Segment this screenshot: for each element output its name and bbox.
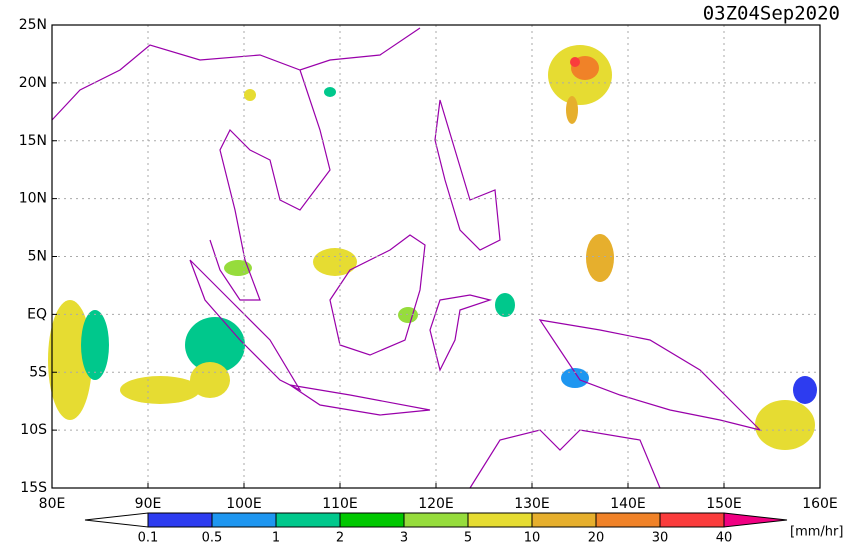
colorbar-level: 0.1 xyxy=(138,531,159,545)
lat-label: 10N xyxy=(19,191,47,207)
rain-patch xyxy=(570,57,580,67)
colorbar-box xyxy=(595,512,661,528)
lon-label: 80E xyxy=(39,496,66,512)
lat-label: EQ xyxy=(27,306,47,322)
colorbar-level: 10 xyxy=(524,531,541,545)
colorbar-level: 5 xyxy=(464,531,472,545)
colorbar-level: 1 xyxy=(272,531,280,545)
colorbar-level: 3 xyxy=(400,531,408,545)
colorbar-arrow-high xyxy=(723,512,788,528)
rain-patch xyxy=(120,376,200,404)
philippines xyxy=(434,99,501,251)
lat-label: 20N xyxy=(19,75,47,91)
lat-label: 5S xyxy=(29,364,47,380)
rain-patch xyxy=(224,260,252,276)
australia xyxy=(469,429,661,489)
lon-label: 160E xyxy=(802,496,838,512)
colorbar-box xyxy=(659,512,725,528)
colorbar-box xyxy=(147,512,213,528)
rain-patch xyxy=(313,248,357,276)
colorbar-box xyxy=(275,512,341,528)
rain-patch xyxy=(586,234,614,282)
map-title: 03Z04Sep2020 xyxy=(703,3,840,25)
colorbar-box xyxy=(403,512,469,528)
rain-patch xyxy=(755,400,815,450)
colorbar-level: 30 xyxy=(652,531,669,545)
colorbar-level: 0.5 xyxy=(202,531,223,545)
colorbar-box xyxy=(211,512,277,528)
rain-patch xyxy=(324,87,336,97)
colorbar-box xyxy=(467,512,533,528)
colorbar-unit: [mm/hr] xyxy=(790,525,843,540)
colorbar-level: 2 xyxy=(336,531,344,545)
rain-patch xyxy=(561,368,589,388)
colorbar-arrow-low xyxy=(84,512,149,528)
lon-label: 90E xyxy=(135,496,162,512)
rain-patch xyxy=(190,362,230,398)
lon-label: 150E xyxy=(706,496,742,512)
colorbar-box xyxy=(339,512,405,528)
rain-patch xyxy=(398,307,418,323)
rain-patch xyxy=(185,317,245,373)
lon-label: 130E xyxy=(514,496,550,512)
colorbar-level: 40 xyxy=(716,531,733,545)
colorbar: 0.1 0.5 1 2 3 5 10 20 30 40 xyxy=(84,512,788,546)
lat-label: 10S xyxy=(20,422,47,438)
new-guinea xyxy=(538,319,762,432)
lat-label: 5N xyxy=(28,249,47,265)
colorbar-level: 20 xyxy=(588,531,605,545)
mainland-coast xyxy=(51,27,421,301)
lon-label: 140E xyxy=(610,496,646,512)
lon-label: 120E xyxy=(418,496,454,512)
rain-patch xyxy=(244,89,256,101)
graticule xyxy=(52,25,820,488)
rain-patch xyxy=(793,376,817,404)
coastlines xyxy=(51,27,762,489)
rain-patch xyxy=(48,300,92,420)
rain-areas xyxy=(48,45,817,450)
lon-label: 100E xyxy=(226,496,262,512)
rain-patch xyxy=(81,310,109,380)
lat-label: 15N xyxy=(19,133,47,149)
java xyxy=(289,384,431,416)
rain-patch xyxy=(495,293,515,317)
colorbar-box xyxy=(531,512,597,528)
sulawesi xyxy=(429,294,493,372)
rain-patch xyxy=(566,96,578,124)
lat-label: 25N xyxy=(19,17,47,33)
lon-label: 110E xyxy=(322,496,358,512)
lat-label: 15S xyxy=(20,480,47,496)
borneo xyxy=(329,234,426,356)
